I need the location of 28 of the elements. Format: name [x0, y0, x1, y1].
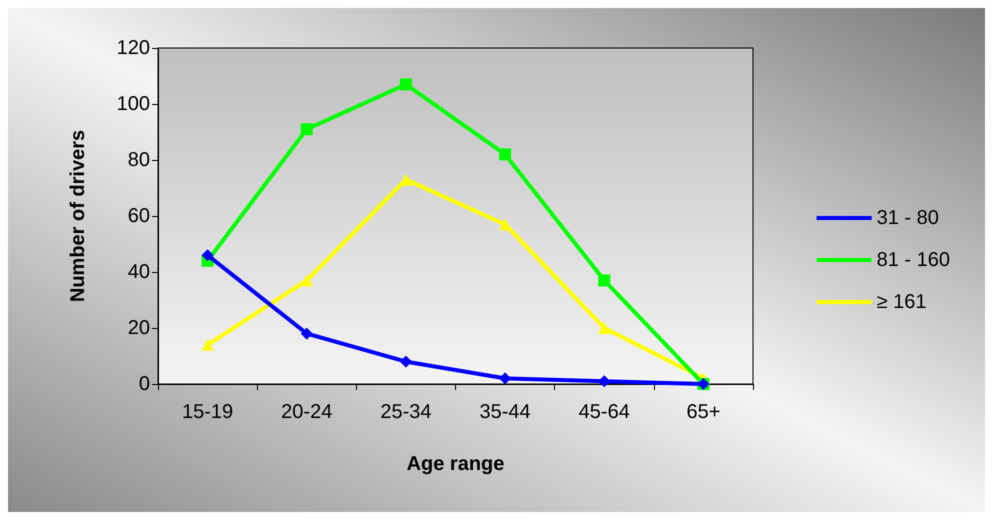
- legend-label: 31 - 80: [876, 207, 939, 229]
- point: [598, 322, 610, 334]
- point: [598, 274, 610, 286]
- legend-label: 81 - 160: [876, 249, 950, 271]
- y-axis-title: Number of drivers: [67, 130, 89, 302]
- x-tick-label: 20-24: [281, 401, 332, 423]
- point: [400, 356, 412, 368]
- y-tick-label: 80: [128, 149, 150, 171]
- y-tick-label: 60: [128, 205, 150, 227]
- y-tick-label: 40: [128, 261, 150, 283]
- point: [499, 148, 512, 160]
- y-tick-label: 100: [116, 93, 150, 115]
- x-tick-label: 15-19: [182, 401, 234, 423]
- y-tick-label: 0: [138, 373, 150, 395]
- point: [300, 328, 313, 340]
- point: [300, 274, 313, 286]
- x-axis-title: Age range: [406, 453, 504, 475]
- point: [202, 249, 214, 262]
- point: [400, 78, 412, 90]
- y-tick-label: 20: [128, 317, 150, 339]
- x-tick-label: 35-44: [480, 401, 531, 423]
- x-tick-label: 65+: [686, 401, 720, 423]
- point: [202, 338, 214, 351]
- x-tick-label: 25-34: [380, 401, 432, 423]
- point: [300, 123, 313, 136]
- x-tick-label: 45-64: [578, 401, 630, 423]
- y-tick-label: 120: [116, 37, 150, 59]
- legend-label: ≥ 161: [876, 291, 927, 313]
